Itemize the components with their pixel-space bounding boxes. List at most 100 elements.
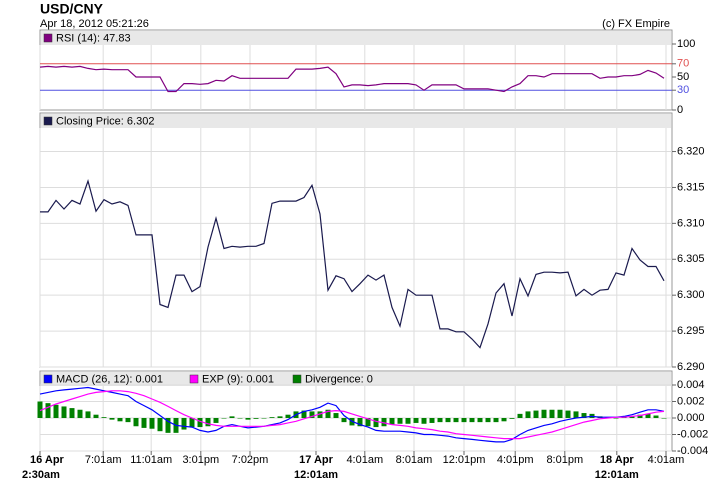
divergence-bar bbox=[405, 418, 411, 424]
divergence-bar bbox=[189, 418, 195, 428]
divergence-bar bbox=[285, 414, 291, 418]
divergence-bar bbox=[149, 418, 155, 429]
divergence-bar bbox=[437, 418, 443, 423]
divergence-bar bbox=[517, 413, 523, 418]
divergence-bar bbox=[229, 416, 235, 418]
divergence-bar bbox=[629, 416, 635, 418]
divergence-bar bbox=[333, 413, 339, 418]
divergence-bar bbox=[429, 418, 435, 423]
legend-swatch bbox=[43, 374, 53, 384]
divergence-bar bbox=[245, 418, 251, 420]
divergence-bar bbox=[413, 418, 419, 423]
divergence-bar bbox=[661, 418, 667, 419]
divergence-bar bbox=[421, 418, 427, 424]
y-tick-label: 6.315 bbox=[677, 181, 705, 193]
divergence-bar bbox=[181, 418, 187, 430]
divergence-bar bbox=[397, 418, 403, 424]
divergence-bar bbox=[469, 418, 475, 423]
panel bbox=[39, 112, 673, 368]
legend-label: RSI (14): 47.83 bbox=[56, 32, 131, 44]
divergence-bar bbox=[509, 418, 515, 419]
y-tick-label: 6.305 bbox=[677, 253, 705, 265]
y-tick-label: 0.000 bbox=[677, 412, 705, 424]
y-tick-label: 6.295 bbox=[677, 325, 705, 337]
divergence-bar bbox=[125, 418, 131, 423]
divergence-bar bbox=[157, 418, 163, 432]
divergence-bar bbox=[445, 418, 451, 423]
y-tick-label: 0.002 bbox=[677, 395, 705, 407]
y-tick-label: 0 bbox=[677, 104, 683, 116]
y-tick-label: 6.320 bbox=[677, 145, 705, 157]
divergence-bar bbox=[69, 408, 75, 418]
y-tick-label: 100 bbox=[677, 38, 695, 50]
y-tick-label: -0.002 bbox=[677, 428, 708, 440]
y-tick-label: 6.290 bbox=[677, 361, 705, 373]
legend-swatch bbox=[43, 33, 53, 43]
divergence-bar bbox=[549, 409, 555, 418]
divergence-bar bbox=[317, 411, 323, 418]
legend-label: EXP (9): 0.001 bbox=[202, 373, 274, 385]
divergence-bar bbox=[381, 418, 387, 427]
divergence-bar bbox=[45, 403, 51, 418]
divergence-bar bbox=[253, 418, 259, 419]
x-tick-label: 11:01am bbox=[130, 454, 172, 466]
divergence-bar bbox=[261, 418, 267, 419]
x-tick-label: 4:01am bbox=[648, 454, 685, 466]
x-date-label: 17 Apr bbox=[299, 454, 334, 466]
y-tick-label: -0.004 bbox=[677, 445, 708, 457]
y-tick-label: 50 bbox=[677, 71, 689, 83]
divergence-bar bbox=[309, 411, 315, 418]
legend-label: MACD (26, 12): 0.001 bbox=[56, 373, 163, 385]
divergence-bar bbox=[269, 417, 275, 418]
x-tick-label: 12:01am bbox=[294, 469, 338, 481]
chart-title: USD/CNY bbox=[40, 1, 104, 17]
divergence-bar bbox=[77, 409, 83, 418]
divergence-bar bbox=[365, 418, 371, 427]
credit: (c) FX Empire bbox=[602, 18, 670, 30]
divergence-bar bbox=[501, 418, 507, 422]
x-tick-label: 4:01am bbox=[346, 454, 383, 466]
divergence-bar bbox=[533, 410, 539, 418]
series-line bbox=[40, 178, 665, 349]
divergence-bar bbox=[165, 418, 171, 433]
divergence-bar bbox=[85, 411, 91, 418]
divergence-bar bbox=[53, 404, 59, 418]
y-tick-label: 0.004 bbox=[677, 379, 705, 391]
series-line bbox=[39, 65, 665, 93]
divergence-bar bbox=[461, 418, 467, 423]
divergence-bar bbox=[389, 418, 395, 425]
divergence-bar bbox=[37, 401, 43, 418]
legend-swatch bbox=[43, 116, 53, 126]
divergence-bar bbox=[565, 410, 571, 418]
x-tick-label: 7:02pm bbox=[232, 454, 269, 466]
divergence-bar bbox=[573, 411, 579, 418]
divergence-bar bbox=[341, 418, 347, 423]
divergence-bar bbox=[453, 418, 459, 423]
divergence-bar bbox=[101, 417, 107, 418]
divergence-bar bbox=[557, 409, 563, 418]
divergence-bar bbox=[613, 418, 619, 419]
legend-label: Closing Price: 6.302 bbox=[56, 115, 154, 127]
divergence-bar bbox=[277, 416, 283, 418]
divergence-bar bbox=[581, 413, 587, 418]
x-date-label: 18 Apr bbox=[600, 454, 635, 466]
y-tick-label: 6.310 bbox=[677, 217, 705, 229]
x-tick-label: 7:01am bbox=[85, 454, 122, 466]
divergence-bar bbox=[485, 418, 491, 423]
divergence-bar bbox=[213, 418, 219, 423]
divergence-bar bbox=[541, 409, 547, 418]
x-tick-label: 12:01am bbox=[595, 469, 639, 481]
y-tick-label: 70 bbox=[677, 58, 689, 70]
x-tick-label: 4:01pm bbox=[497, 454, 534, 466]
legend-swatch bbox=[292, 374, 302, 384]
x-date-label: 16 Apr bbox=[30, 454, 65, 466]
x-tick-label: 3:01pm bbox=[182, 454, 219, 466]
panel-header bbox=[41, 372, 671, 386]
divergence-bar bbox=[93, 414, 99, 418]
x-tick-label: 2:30am bbox=[22, 469, 60, 481]
panel-header bbox=[41, 31, 671, 45]
divergence-bar bbox=[357, 418, 363, 427]
divergence-bar bbox=[493, 418, 499, 423]
divergence-bar bbox=[325, 409, 331, 418]
